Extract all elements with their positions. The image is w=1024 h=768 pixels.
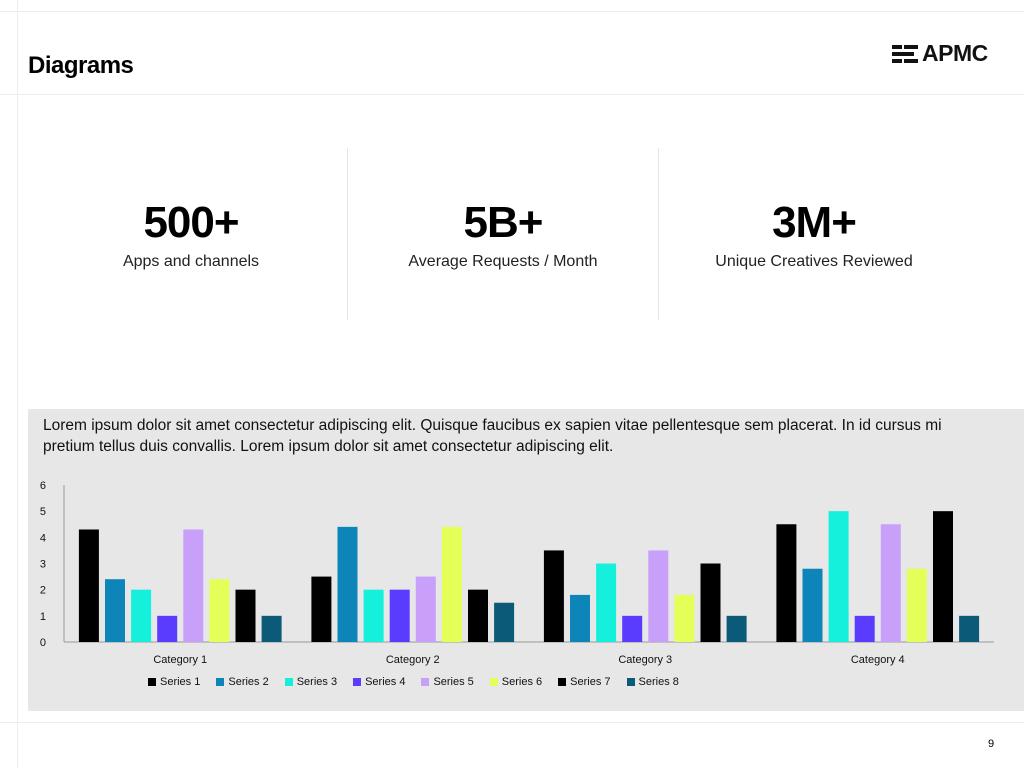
bar-series-5-category-1	[183, 529, 204, 642]
x-category-label: Category 1	[153, 654, 207, 666]
stat-creatives: 3M+ Unique Creatives Reviewed	[659, 195, 969, 271]
bar-series-1-category-1	[78, 529, 99, 642]
bar-chart: 0 1 2 3 4 5 6 Category 1 Category 2 Category 3 Cat…	[40, 480, 994, 666]
stat-divider	[347, 148, 348, 320]
bar-series-6-category-1	[209, 579, 230, 642]
bar-series-7-category-3	[700, 563, 721, 642]
bar-series-3-category-4	[828, 511, 849, 642]
legend-item: Series 7	[558, 676, 611, 688]
legend-label: Series 2	[228, 676, 269, 688]
stacked-bars-logo-icon	[892, 43, 918, 65]
footer-guide-line	[0, 722, 1024, 723]
left-guide-line	[17, 0, 18, 768]
bar-series-6-category-2	[441, 526, 462, 642]
brand-logo: APMC	[892, 40, 988, 67]
legend-swatch	[421, 678, 430, 686]
bar-series-4-category-1	[157, 615, 178, 642]
page-number: 9	[988, 738, 995, 750]
legend-label: Series 5	[433, 676, 474, 688]
bar-series-5-category-3	[648, 550, 669, 642]
top-guide-line	[0, 11, 1024, 12]
legend-label: Series 3	[296, 676, 338, 688]
stat-value: 3M+	[772, 198, 857, 247]
x-category-label: Category 4	[851, 654, 905, 666]
stat-label: Average Requests / Month	[408, 253, 598, 270]
page-title: Diagrams	[28, 52, 134, 79]
legend-swatch	[284, 678, 293, 686]
legend-item: Series 2	[216, 676, 269, 688]
y-tick-label: 5	[40, 506, 46, 518]
x-category-label: Category 3	[618, 654, 672, 666]
legend-item: Series 5	[421, 676, 474, 688]
y-tick-label: 1	[40, 611, 46, 623]
stat-divider	[658, 148, 659, 320]
y-tick-label: 2	[40, 585, 46, 597]
bar-series-8-category-3	[726, 615, 747, 642]
chart-legend: Series 1 Series 2 Series 3 Series 4 Series 5…	[148, 676, 695, 688]
bar-series-7-category-4	[933, 511, 953, 642]
chart-panel: Lorem ipsum dolor sit amet consectetur a…	[28, 409, 1024, 711]
bar-series-2-category-1	[105, 579, 125, 642]
bar-series-4-category-2	[389, 589, 410, 642]
bar-series-6-category-3	[674, 594, 695, 642]
y-tick-label: 3	[40, 559, 46, 571]
bar-series-8-category-4	[959, 615, 980, 642]
y-tick-label: 6	[40, 480, 46, 492]
legend-swatch	[216, 678, 225, 686]
stat-requests: 5B+ Average Requests / Month	[348, 195, 658, 271]
legend-label: Series 7	[570, 676, 611, 688]
stat-label: Apps and channels	[122, 253, 260, 270]
bar-series-3-category-2	[363, 589, 384, 642]
bar-series-5-category-2	[415, 576, 436, 642]
legend-item: Series 6	[489, 676, 543, 688]
bar-series-1-category-4	[776, 524, 797, 642]
stat-label: Unique Creatives Reviewed	[715, 253, 913, 270]
legend-swatch	[148, 678, 156, 686]
stat-value: 500+	[143, 198, 239, 247]
header-guide-line	[0, 94, 1024, 95]
bar-series-6-category-4	[906, 568, 927, 642]
stat-apps: 500+ Apps and channels	[36, 195, 346, 271]
bar-series-3-category-3	[596, 563, 617, 642]
legend-swatch	[558, 678, 567, 686]
legend-item: Series 4	[353, 676, 405, 688]
bar-series-5-category-4	[880, 524, 901, 642]
x-category-label: Category 2	[386, 654, 440, 666]
bar-series-4-category-3	[622, 615, 643, 642]
bar-series-4-category-4	[854, 615, 875, 642]
bar-series-7-category-1	[235, 589, 256, 642]
bar-series-8-category-1	[261, 615, 282, 642]
y-tick-label: 4	[40, 532, 46, 544]
legend-swatch	[353, 678, 362, 686]
legend-item: Series 1	[148, 676, 200, 688]
legend-label: Series 1	[160, 676, 201, 688]
bar-series-1-category-2	[311, 576, 332, 642]
bar-series-2-category-3	[570, 594, 590, 642]
bar-series-1-category-3	[543, 550, 564, 642]
legend-swatch	[489, 678, 498, 686]
legend-label: Series 4	[365, 676, 406, 688]
bar-series-3-category-1	[131, 589, 152, 642]
legend-swatch	[626, 678, 635, 686]
bar-series-2-category-4	[802, 568, 823, 642]
panel-description: Lorem ipsum dolor sit amet consectetur a…	[43, 417, 942, 455]
logo-text: APMC	[922, 40, 988, 66]
y-tick-label: 0	[40, 637, 46, 649]
stat-value: 5B+	[463, 198, 544, 247]
bar-series-2-category-2	[337, 526, 358, 642]
legend-label: Series 8	[638, 676, 679, 688]
legend-label: Series 6	[501, 676, 543, 688]
legend-item: Series 8	[626, 676, 679, 688]
legend-item: Series 3	[284, 676, 338, 688]
bar-series-7-category-2	[468, 589, 488, 642]
bar-series-8-category-2	[494, 602, 515, 642]
